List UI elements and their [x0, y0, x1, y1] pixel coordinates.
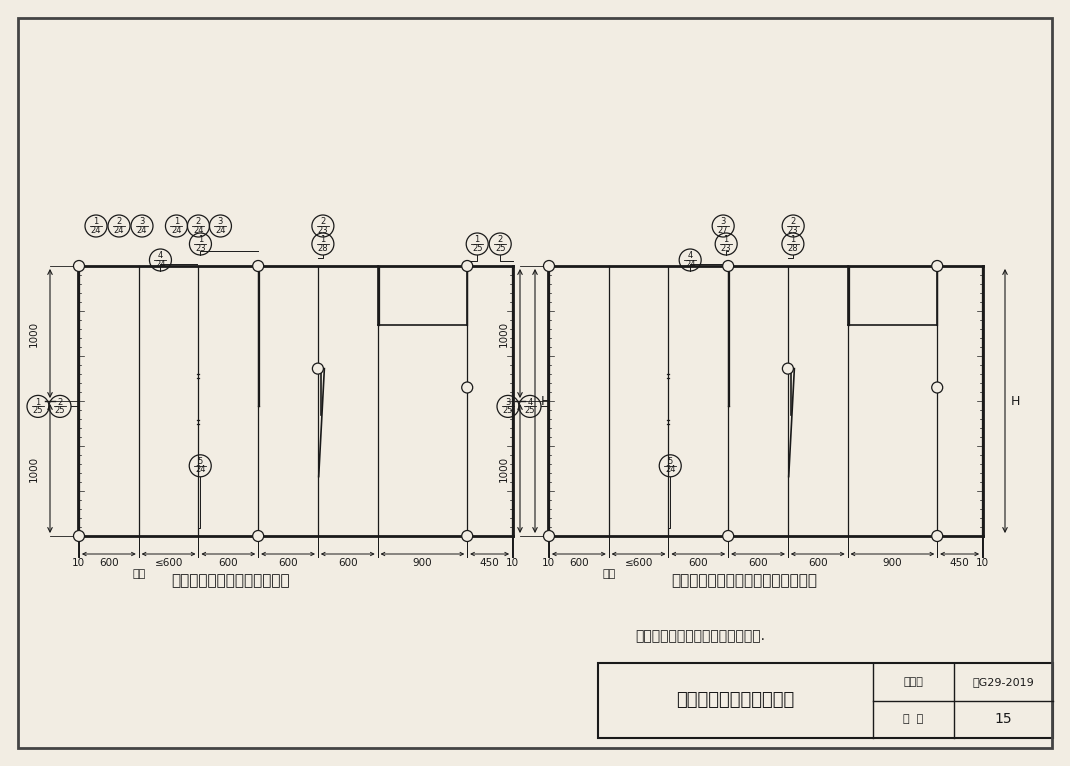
Text: 2: 2	[117, 218, 122, 226]
Text: 28: 28	[318, 244, 328, 253]
Text: 24: 24	[685, 260, 696, 269]
Text: 25: 25	[524, 406, 535, 415]
Text: 3: 3	[505, 398, 510, 407]
Text: 900: 900	[883, 558, 902, 568]
Text: 450: 450	[950, 558, 969, 568]
Text: 1000: 1000	[499, 456, 509, 482]
Text: 3: 3	[218, 218, 224, 226]
Text: 600: 600	[808, 558, 827, 568]
Text: 25: 25	[33, 406, 43, 415]
Text: 24: 24	[137, 226, 148, 234]
Circle shape	[932, 531, 943, 542]
Text: 1: 1	[173, 218, 179, 226]
Text: 10: 10	[72, 558, 85, 568]
Text: 补板: 补板	[602, 569, 615, 579]
Text: 24: 24	[155, 260, 166, 269]
Circle shape	[462, 531, 473, 542]
Text: 5: 5	[198, 457, 203, 466]
Text: 23: 23	[195, 244, 205, 253]
Circle shape	[544, 531, 554, 542]
Text: 图集号: 图集号	[903, 676, 923, 687]
Text: 1: 1	[93, 218, 98, 226]
Text: 注：按各厚度墙板的限制高度执行.: 注：按各厚度墙板的限制高度执行.	[635, 629, 765, 643]
Text: 4: 4	[528, 398, 533, 407]
Text: 1: 1	[320, 235, 325, 244]
Text: 1: 1	[723, 235, 729, 244]
Text: H: H	[540, 394, 550, 408]
Text: 内墙板整条板安装立面图: 内墙板整条板安装立面图	[676, 692, 794, 709]
Text: 3: 3	[139, 218, 144, 226]
Text: 补板: 补板	[132, 569, 146, 579]
Text: 内墙板整条板安装立面大样图: 内墙板整条板安装立面大样图	[171, 574, 290, 588]
Text: 1: 1	[198, 235, 203, 244]
Circle shape	[74, 531, 85, 542]
Circle shape	[722, 260, 734, 271]
Text: 10: 10	[541, 558, 555, 568]
Text: 24: 24	[171, 226, 182, 234]
Text: 25: 25	[503, 406, 514, 415]
Text: 10: 10	[976, 558, 989, 568]
Text: 2: 2	[498, 235, 503, 244]
Text: 23: 23	[318, 226, 328, 234]
Circle shape	[253, 260, 263, 271]
Text: 24: 24	[194, 226, 203, 234]
Text: 23: 23	[721, 244, 732, 253]
Circle shape	[462, 382, 473, 393]
Text: 1: 1	[35, 398, 41, 407]
Text: 苏G29-2019: 苏G29-2019	[973, 676, 1035, 687]
Text: 24: 24	[664, 466, 675, 474]
Text: 23: 23	[788, 226, 798, 234]
Circle shape	[253, 531, 263, 542]
Text: 25: 25	[472, 244, 483, 253]
Text: 600: 600	[338, 558, 357, 568]
Text: 页  次: 页 次	[903, 714, 923, 724]
Text: 25: 25	[55, 406, 65, 415]
Text: 5: 5	[668, 457, 673, 466]
Text: 900: 900	[413, 558, 432, 568]
Text: 24: 24	[195, 466, 205, 474]
Text: 2: 2	[196, 218, 201, 226]
Text: 600: 600	[688, 558, 708, 568]
Text: 600: 600	[748, 558, 768, 568]
Circle shape	[462, 260, 473, 271]
Text: 600: 600	[278, 558, 297, 568]
Circle shape	[932, 260, 943, 271]
Text: 600: 600	[218, 558, 239, 568]
Text: 4: 4	[157, 251, 163, 260]
Circle shape	[782, 363, 793, 374]
Text: 2: 2	[791, 218, 796, 226]
Circle shape	[74, 260, 85, 271]
Text: ≤600: ≤600	[625, 558, 653, 568]
Text: 450: 450	[479, 558, 500, 568]
Text: 2: 2	[320, 218, 325, 226]
Text: ≤600: ≤600	[154, 558, 183, 568]
Text: 600: 600	[100, 558, 119, 568]
Circle shape	[312, 363, 323, 374]
Text: 2: 2	[58, 398, 63, 407]
Text: 28: 28	[788, 244, 798, 253]
Circle shape	[932, 382, 943, 393]
Text: 1000: 1000	[29, 320, 39, 346]
Text: 15: 15	[995, 712, 1012, 726]
Circle shape	[544, 260, 554, 271]
Text: 25: 25	[495, 244, 505, 253]
Text: 1000: 1000	[499, 320, 509, 346]
Text: 10: 10	[506, 558, 519, 568]
Text: 24: 24	[215, 226, 226, 234]
Text: 24: 24	[113, 226, 124, 234]
Text: 3: 3	[720, 218, 725, 226]
Text: 600: 600	[569, 558, 588, 568]
Circle shape	[722, 531, 734, 542]
Text: 1000: 1000	[29, 456, 39, 482]
Text: 钢结构内墙板整条板安装立面大样图: 钢结构内墙板整条板安装立面大样图	[671, 574, 816, 588]
Text: 1: 1	[791, 235, 795, 244]
Text: 24: 24	[91, 226, 102, 234]
Text: H: H	[1010, 394, 1020, 408]
Text: 1: 1	[475, 235, 479, 244]
Text: 4: 4	[688, 251, 692, 260]
Text: 27: 27	[718, 226, 729, 234]
Bar	[598, 663, 1053, 738]
